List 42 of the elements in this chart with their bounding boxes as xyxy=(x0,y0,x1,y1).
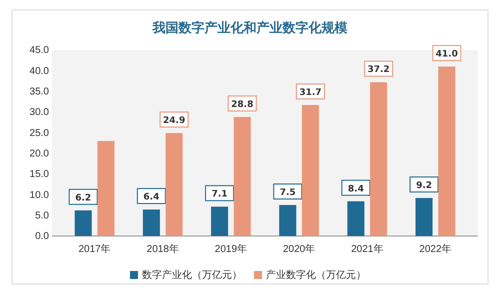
y-tick-label: 0.0 xyxy=(35,231,50,242)
bar xyxy=(370,82,388,236)
x-tick-label: 2021年 xyxy=(351,243,384,255)
y-tick-label: 10.0 xyxy=(30,190,50,201)
data-label: 31.7 xyxy=(299,88,322,98)
x-tick-label: 2017年 xyxy=(78,243,111,255)
legend-label: 数字产业化（万亿元） xyxy=(142,269,242,281)
bar xyxy=(142,210,160,236)
data-label: 41.0 xyxy=(436,50,458,60)
y-tick-label: 40.0 xyxy=(30,66,50,77)
bar xyxy=(438,66,456,236)
data-label: 8.4 xyxy=(348,184,364,194)
data-label: 9.2 xyxy=(416,180,432,191)
data-label: 37.2 xyxy=(367,65,390,76)
y-tick-label: 20.0 xyxy=(30,148,50,160)
y-tick-label: 25.0 xyxy=(30,128,50,139)
bar xyxy=(211,206,228,236)
data-label: 6.4 xyxy=(143,192,160,203)
chart-title: 我国数字产业化和产业数字化规模 xyxy=(152,20,348,36)
y-tick-label: 35.0 xyxy=(30,86,50,98)
bar xyxy=(279,205,296,236)
data-label: 7.5 xyxy=(280,188,296,198)
x-tick-label: 2019年 xyxy=(214,243,248,255)
y-tick-label: 45.0 xyxy=(30,45,50,56)
y-tick-label: 15.0 xyxy=(30,169,50,180)
y-tick-label: 30.0 xyxy=(30,107,50,118)
y-tick-label: 5.0 xyxy=(35,210,50,222)
bar xyxy=(166,133,183,236)
bar xyxy=(234,116,251,236)
bar xyxy=(347,201,364,236)
bar xyxy=(416,198,433,236)
x-tick-label: 2020年 xyxy=(282,243,316,255)
x-tick-label: 2022年 xyxy=(419,243,452,255)
bar xyxy=(97,140,114,236)
data-label: 28.8 xyxy=(231,100,254,110)
data-label: 6.2 xyxy=(75,193,92,204)
data-label: 24.9 xyxy=(163,116,186,126)
x-tick-label: 2018年 xyxy=(146,243,179,255)
bar xyxy=(302,104,319,236)
data-label: 7.1 xyxy=(212,190,228,200)
legend-label: 产业数字化（万亿元） xyxy=(266,269,366,281)
bar xyxy=(74,210,92,236)
